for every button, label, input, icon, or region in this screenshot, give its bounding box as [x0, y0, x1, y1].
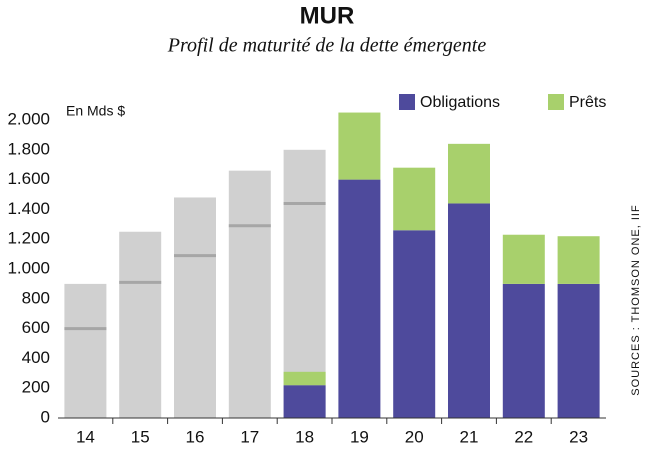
unit-label: En Mds $: [66, 103, 125, 119]
x-tick-label: 23: [569, 427, 588, 446]
y-tick-label: 600: [22, 318, 50, 337]
x-tick-label: 14: [76, 427, 95, 446]
y-tick-label: 1.400: [7, 199, 50, 218]
legend-label: Prêts: [569, 94, 606, 111]
x-tick-label: 20: [405, 427, 424, 446]
legend-label: Obligations: [420, 94, 500, 111]
historical-bar: [64, 283, 107, 418]
y-tick-label: 800: [22, 288, 50, 307]
bar-segment: [557, 236, 600, 284]
bar-segment: [393, 230, 436, 418]
bar-segment: [448, 203, 490, 418]
y-tick-label: 1.600: [7, 169, 50, 188]
bar-segment: [338, 112, 381, 180]
y-tick-label: 1.800: [7, 139, 50, 158]
y-tick-label: 1.000: [7, 258, 50, 277]
legend-swatch: [399, 94, 415, 110]
x-tick-label: 18: [295, 427, 314, 446]
x-tick-label: 17: [240, 427, 259, 446]
bar-segment: [283, 385, 326, 418]
historical-bar: [174, 197, 216, 418]
source: SOURCES : THOMSON ONE, IIF: [630, 204, 642, 395]
x-tick-label: 21: [460, 427, 479, 446]
bar-segment: [557, 283, 600, 418]
y-tick-label: 2.000: [7, 109, 50, 128]
y-tick-label: 400: [22, 348, 50, 367]
historical-bar: [228, 170, 271, 418]
bar-segment: [393, 167, 436, 231]
bar-segment: [338, 179, 381, 418]
x-tick-label: 19: [350, 427, 369, 446]
chart-subtitle: Profil de maturité de la dette émergente: [167, 35, 487, 57]
y-tick-label: 0: [41, 407, 50, 426]
y-tick-label: 1.200: [7, 229, 50, 248]
chart-title: MUR: [300, 2, 355, 29]
bar-segment: [502, 234, 545, 284]
bar-segment: [502, 283, 545, 418]
x-tick-label: 16: [186, 427, 205, 446]
y-tick-label: 200: [22, 378, 50, 397]
x-tick-label: 22: [514, 427, 533, 446]
legend-swatch: [548, 94, 564, 110]
x-tick-label: 15: [131, 427, 150, 446]
bar-segment: [448, 143, 490, 204]
historical-bar: [119, 231, 162, 418]
bar-segment: [283, 371, 326, 386]
